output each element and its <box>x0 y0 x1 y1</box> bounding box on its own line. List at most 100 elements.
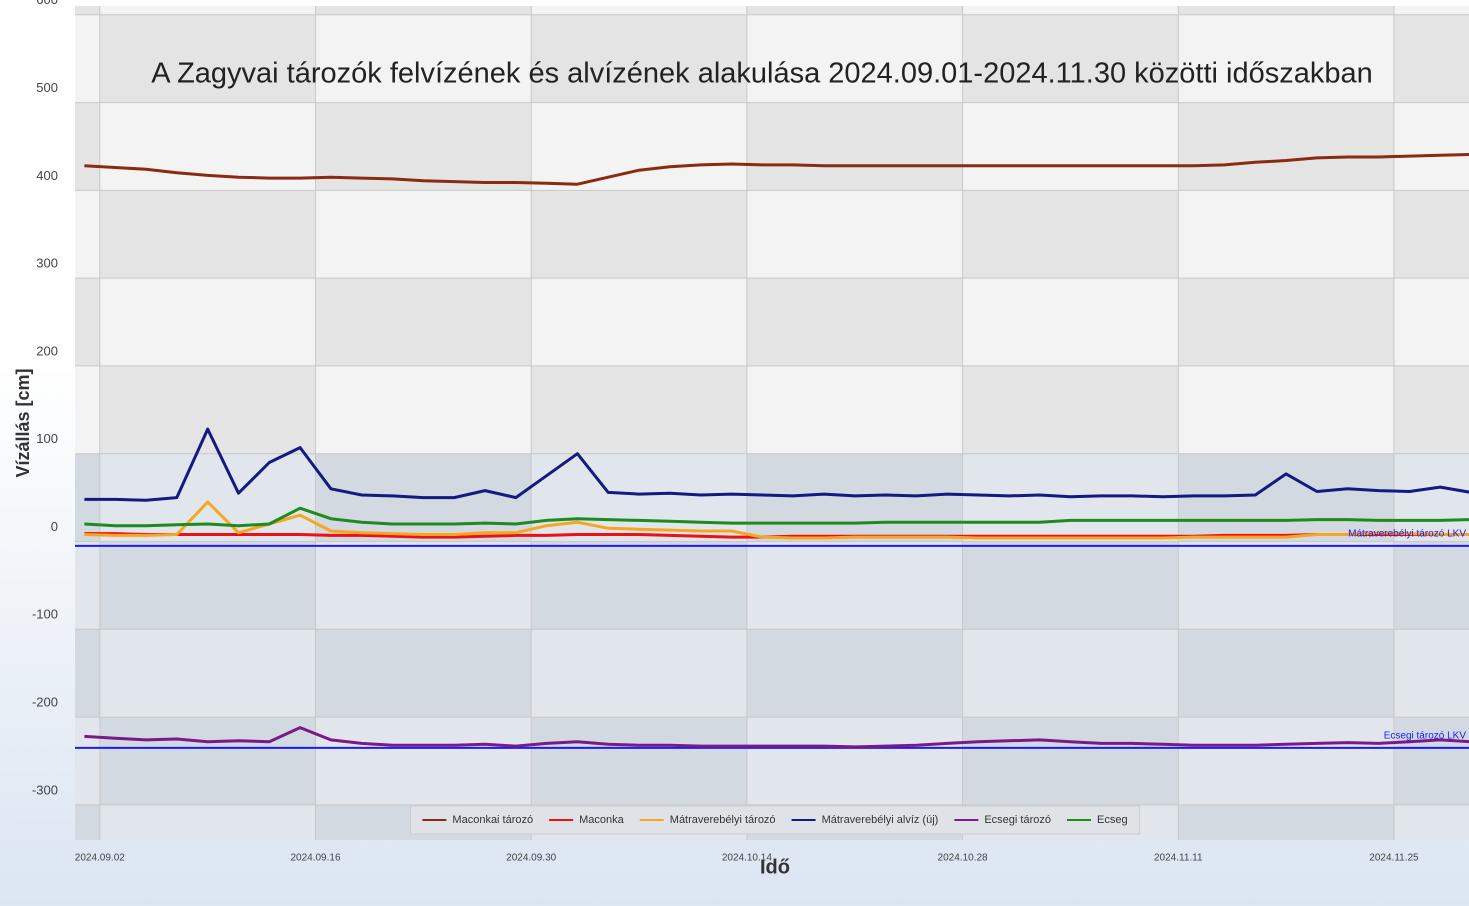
legend: Maconkai tározó Maconka Mátraverebélyi tár… <box>409 805 1141 835</box>
y-tick-label: 400 <box>36 168 58 183</box>
y-axis-label: Vízállás [cm] <box>13 368 33 477</box>
background-cell <box>1178 804 1394 840</box>
background-cell <box>531 453 747 542</box>
y-tick-label: 300 <box>36 256 58 271</box>
background-cell <box>99 6 316 15</box>
y-tick-label: 500 <box>36 80 58 95</box>
background-cell <box>746 717 963 805</box>
y-tick-label: 0 <box>51 519 58 534</box>
series-line <box>84 500 1469 540</box>
x-tick-label: 2024.09.16 <box>290 853 340 864</box>
background-cell <box>746 102 963 191</box>
background-cell <box>962 717 1179 805</box>
background-cell <box>1178 453 1394 542</box>
background-cell <box>531 278 747 366</box>
legend-label: Ecseg <box>1097 814 1128 826</box>
background-cell <box>1393 541 1469 630</box>
background-cell <box>75 278 100 366</box>
background-cell <box>531 717 747 805</box>
background-cell <box>99 629 316 718</box>
plot-background <box>75 6 1469 840</box>
x-tick-label: 2024.11.25 <box>1369 853 1419 864</box>
legend-label: Mátraverebélyi alvíz (új) <box>822 814 939 826</box>
background-cell <box>1393 629 1469 718</box>
background-cell <box>962 102 1179 191</box>
background-cell <box>75 365 100 454</box>
background-cell <box>75 14 100 103</box>
background-cell <box>746 14 963 103</box>
legend-label: Mátraverebélyi tározó <box>670 814 776 826</box>
plot-area <box>75 152 1469 749</box>
x-axis-label: Idő <box>760 856 790 878</box>
y-tick-label: 600 <box>36 0 58 7</box>
background-cell <box>99 278 316 366</box>
background-cell <box>746 190 963 279</box>
x-tick-label: 2024.10.28 <box>938 853 988 864</box>
y-tick-label: -300 <box>32 782 58 797</box>
series-line <box>84 506 1469 528</box>
background-cell <box>75 190 100 279</box>
background-cell <box>746 541 963 630</box>
y-tick-label: -100 <box>32 607 58 622</box>
background-cell <box>1393 190 1469 279</box>
reference-label: Ecsegi tározó LKV <box>1384 730 1467 741</box>
background-cell <box>315 6 532 15</box>
background-cell <box>99 541 316 630</box>
background-cell <box>1178 365 1394 454</box>
background-cell <box>531 6 747 15</box>
background-cell <box>1178 190 1394 279</box>
background-cell <box>1393 14 1469 103</box>
background-cell <box>75 541 100 630</box>
background-cell <box>75 6 100 15</box>
background-cell <box>315 102 532 191</box>
background-cell <box>1393 804 1469 840</box>
background-cell <box>315 278 532 366</box>
background-cell <box>1393 365 1469 454</box>
background-cell <box>962 6 1179 15</box>
background-cell <box>962 365 1179 454</box>
background-cell <box>531 365 747 454</box>
background-cell <box>746 6 963 15</box>
legend-box <box>409 805 1141 835</box>
background-cell <box>99 717 316 805</box>
series-line <box>84 152 1469 186</box>
background-cell <box>315 190 532 279</box>
background-cell <box>315 717 532 805</box>
x-tick-label: 2024.11.11 <box>1154 853 1203 864</box>
legend-label: Maconka <box>579 814 625 826</box>
background-cell <box>1178 717 1394 805</box>
background-cell <box>746 365 963 454</box>
background-cell <box>315 541 532 630</box>
background-cell <box>315 629 532 718</box>
x-tick-label: 2024.09.02 <box>75 853 125 864</box>
background-cell <box>962 14 1179 103</box>
background-cell <box>1393 717 1469 805</box>
background-cell <box>75 629 100 718</box>
background-cell <box>1393 453 1469 542</box>
background-cell <box>746 453 963 542</box>
background-cell <box>99 14 316 103</box>
y-tick-label: 100 <box>36 431 58 446</box>
background-cell <box>315 14 532 103</box>
background-cell <box>746 278 963 366</box>
background-cell <box>531 102 747 191</box>
x-tick-label: 2024.09.30 <box>506 853 556 864</box>
background-cell <box>75 717 100 805</box>
series-line <box>84 726 1469 749</box>
background-cell <box>99 190 316 279</box>
background-cell <box>531 629 747 718</box>
y-tick-label: -200 <box>32 695 58 710</box>
background-cell <box>75 804 100 840</box>
background-cell <box>75 453 100 542</box>
background-cell <box>1393 102 1469 191</box>
reference-label: Mátraverebélyi tározó LKV <box>1348 529 1466 540</box>
background-cell <box>99 453 316 542</box>
background-cell <box>962 541 1179 630</box>
chart-title: A Zagyvai tározók felvízének és alvízéne… <box>151 58 1372 90</box>
background-cell <box>99 804 316 840</box>
background-cell <box>1178 629 1394 718</box>
background-cell <box>99 365 316 454</box>
background-cell <box>962 190 1179 279</box>
background-cell <box>1178 6 1394 15</box>
